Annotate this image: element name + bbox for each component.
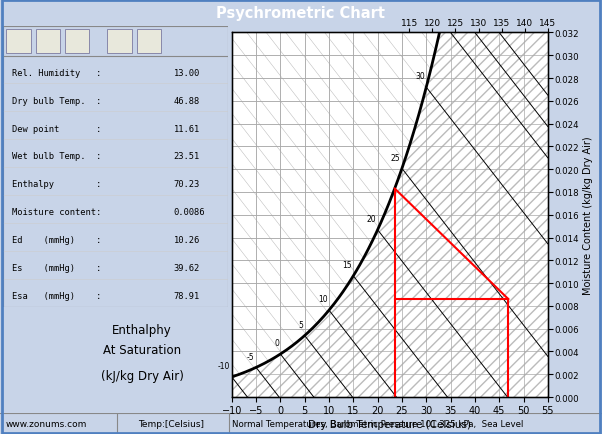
Text: 25: 25 [391, 153, 400, 162]
Text: www.zonums.com: www.zonums.com [6, 419, 87, 428]
Text: Rel. Humidity   :: Rel. Humidity : [12, 69, 107, 78]
Bar [137, 30, 161, 53]
Text: Dew point       :: Dew point : [12, 124, 107, 133]
Text: 70.23: 70.23 [173, 180, 200, 189]
X-axis label: Dry Bulb Temperature (Celsius): Dry Bulb Temperature (Celsius) [308, 419, 471, 429]
Text: Temp:[Celsius]: Temp:[Celsius] [138, 419, 205, 428]
Text: 5: 5 [299, 320, 303, 329]
Bar [7, 30, 31, 53]
Text: Psychrometric Chart: Psychrometric Chart [217, 6, 385, 21]
Text: Es    (mmHg)    :: Es (mmHg) : [12, 263, 107, 273]
Text: Ed    (mmHg)    :: Ed (mmHg) : [12, 236, 107, 244]
Text: 23.51: 23.51 [173, 152, 200, 161]
Text: Dry bulb Temp.  :: Dry bulb Temp. : [12, 96, 107, 105]
Text: 0.0086: 0.0086 [173, 208, 205, 217]
Text: Normal Temperatures, Barometric Pressure 101.325 kPa,  Sea Level: Normal Temperatures, Barometric Pressure… [232, 419, 523, 428]
Text: 30: 30 [415, 72, 425, 81]
Text: -10: -10 [218, 361, 231, 370]
Text: At Saturation: At Saturation [103, 343, 181, 356]
Text: 11.61: 11.61 [173, 124, 200, 133]
Bar [65, 30, 90, 53]
Y-axis label: Moisture Content (kg/kg Dry Air): Moisture Content (kg/kg Dry Air) [583, 136, 593, 294]
Bar [36, 30, 60, 53]
Text: (kJ/kg Dry Air): (kJ/kg Dry Air) [101, 369, 184, 382]
Bar [107, 30, 132, 53]
Text: Moisture content:: Moisture content: [12, 208, 107, 217]
Text: 15: 15 [343, 260, 352, 270]
Text: Enthalphy: Enthalphy [113, 324, 172, 337]
Text: 10.26: 10.26 [173, 236, 200, 244]
Text: Enthalpy        :: Enthalpy : [12, 180, 107, 189]
Text: -5: -5 [247, 352, 255, 361]
Text: 13.00: 13.00 [173, 69, 200, 78]
Text: 39.62: 39.62 [173, 263, 200, 273]
Text: 20: 20 [367, 214, 376, 224]
Text: 78.91: 78.91 [173, 291, 200, 300]
Text: 0: 0 [274, 339, 279, 347]
Text: 46.88: 46.88 [173, 96, 200, 105]
Text: Wet bulb Temp.  :: Wet bulb Temp. : [12, 152, 107, 161]
Text: Esa   (mmHg)    :: Esa (mmHg) : [12, 291, 107, 300]
Text: 10: 10 [318, 295, 327, 304]
